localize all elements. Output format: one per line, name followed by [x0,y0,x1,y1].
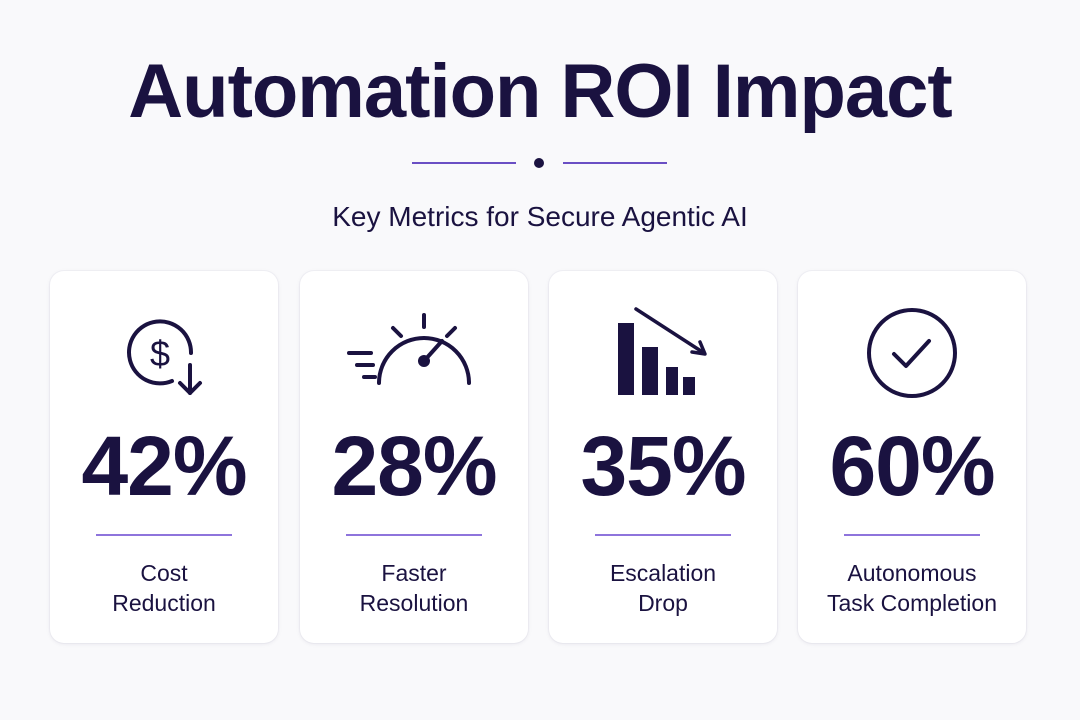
metric-value: 42% [81,419,247,513]
page-subtitle: Key Metrics for Secure Agentic AI [332,201,748,232]
metric-label: Cost Reduction [50,558,278,618]
metric-card-autonomous-task-completion: 60% Autonomous Task Completion [798,271,1026,643]
metric-label-line2: Resolution [359,590,469,616]
checkmark-circle-icon [798,305,1026,401]
metric-rule [595,534,731,536]
metric-rule [844,534,980,536]
metric-label-line2: Task Completion [826,590,998,616]
metric-card-escalation-drop: 35% Escalation Drop [549,271,777,643]
divider-line-left [412,162,516,164]
metric-value: 60% [829,419,995,513]
metric-label-line1: Autonomous [847,560,977,586]
svg-text:$: $ [150,333,170,374]
divider-dot [534,158,544,168]
declining-bar-chart-icon [549,305,777,401]
metric-value: 35% [580,419,746,513]
divider-line-right [563,162,667,164]
metric-value: 28% [331,419,497,513]
metric-label: Autonomous Task Completion [798,558,1026,618]
title-divider [0,156,1080,170]
dollar-down-arrow-icon: $ [50,305,278,401]
metric-label-line2: Reduction [112,590,216,616]
metric-label-line1: Escalation [609,560,717,586]
metric-label-line1: Faster [381,560,447,586]
metric-label-line2: Drop [638,590,688,616]
speedometer-icon [300,305,528,401]
metric-rule [96,534,232,536]
metric-card-faster-resolution: 28% Faster Resolution [300,271,528,643]
metric-rule [346,534,482,536]
page-title: Automation ROI Impact [128,49,952,134]
metric-label: Escalation Drop [549,558,777,618]
metric-card-cost-reduction: $ 42% Cost Reduction [50,271,278,643]
metric-label: Faster Resolution [300,558,528,618]
metric-label-line1: Cost [140,560,188,586]
